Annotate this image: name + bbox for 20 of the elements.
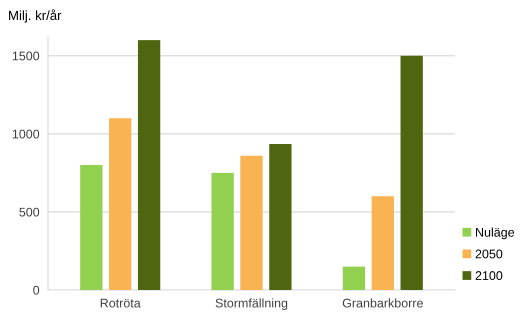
legend-label: 2050 xyxy=(476,250,502,258)
bar xyxy=(400,56,423,290)
bar xyxy=(269,144,292,290)
y-tick-label: 0 xyxy=(33,286,40,295)
x-tick-label: Stormfällning xyxy=(216,298,288,310)
y-tick-label: 1000 xyxy=(12,130,40,138)
bar xyxy=(109,118,132,290)
bar xyxy=(211,172,234,290)
bar xyxy=(80,165,102,290)
bar xyxy=(372,196,394,290)
x-tick-label: Granbarkborre xyxy=(342,298,423,308)
y-axis-title: Milj. kr/år xyxy=(9,9,62,23)
legend-label: 2100 xyxy=(476,271,502,280)
y-tick-label: 1500 xyxy=(12,52,40,60)
bar xyxy=(342,266,366,290)
y-tick-label: 500 xyxy=(19,208,40,217)
x-tick-label: Rotröta xyxy=(100,298,141,308)
bar xyxy=(240,156,263,290)
legend-label: Nuläge xyxy=(476,228,514,240)
bar xyxy=(138,40,160,290)
